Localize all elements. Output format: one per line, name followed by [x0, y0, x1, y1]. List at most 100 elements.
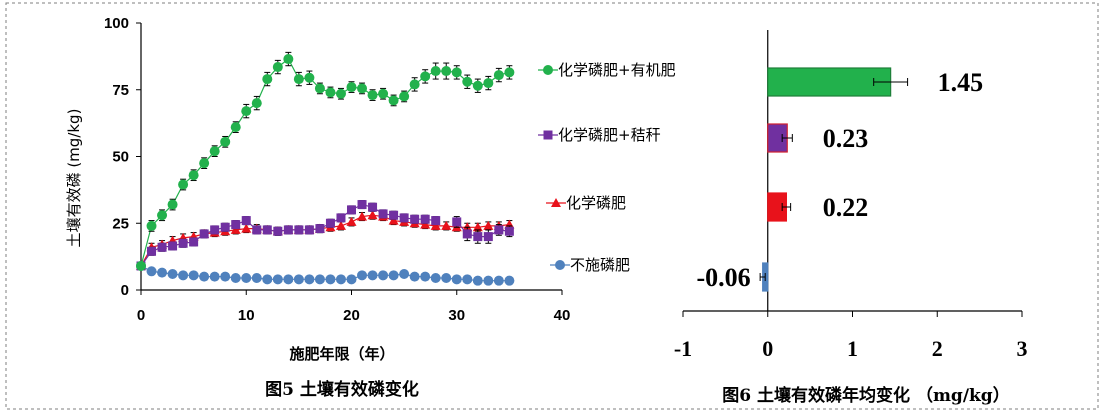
bar-value-label: 0.23 — [823, 124, 869, 153]
x-tick-labels: 0 10 20 30 40 — [137, 307, 571, 324]
legend-entry: 化学磷肥 — [546, 194, 626, 212]
data-point — [462, 274, 473, 285]
bar-x-tick-labels: -1 0 1 2 3 — [674, 336, 1028, 361]
data-point — [483, 232, 493, 242]
data-point — [409, 79, 420, 90]
data-point — [262, 225, 272, 235]
legend-marker — [543, 65, 553, 75]
data-point — [430, 220, 441, 230]
legend-entry: 化学磷肥+有机肥 — [538, 61, 676, 79]
data-point — [399, 213, 409, 223]
data-point — [167, 199, 178, 210]
y-tick-label: 50 — [112, 149, 129, 166]
data-point — [493, 70, 504, 81]
data-point — [241, 216, 251, 226]
data-point — [452, 217, 462, 227]
data-point — [462, 229, 472, 239]
bar-row: 0.23 — [767, 123, 869, 153]
data-point — [146, 220, 157, 231]
data-point — [347, 205, 356, 215]
bar-row: 1.45 — [767, 67, 983, 97]
data-point — [441, 272, 452, 283]
chart-caption-right: 图6 土壤有效磷年均变化 （mg/kg） — [722, 385, 1009, 406]
data-point — [314, 83, 325, 94]
data-point — [252, 225, 262, 235]
series-circle-green — [136, 51, 515, 271]
data-point — [335, 220, 346, 230]
bar-x-tick-label: 0 — [762, 336, 773, 361]
series-line — [140, 58, 510, 267]
data-point — [378, 88, 389, 99]
legend-entry: 不施磷肥 — [550, 256, 630, 274]
data-point — [346, 274, 357, 285]
data-point — [314, 274, 325, 285]
data-point — [325, 87, 336, 98]
data-point — [357, 211, 368, 221]
data-point — [230, 224, 241, 234]
data-point — [167, 268, 178, 279]
data-point — [272, 62, 283, 73]
data-point — [409, 271, 420, 282]
data-point — [325, 274, 336, 285]
x-axis-label: 施肥年限（年） — [289, 345, 394, 363]
data-point — [420, 214, 430, 224]
line-series-group — [136, 51, 515, 286]
data-point — [504, 226, 514, 236]
data-point — [262, 74, 273, 85]
data-point — [272, 274, 283, 285]
data-point — [273, 226, 283, 236]
data-point — [472, 222, 483, 232]
y-tick-labels: 0 25 50 75 100 — [104, 15, 129, 299]
data-point — [430, 272, 441, 283]
data-point — [357, 200, 367, 210]
data-point — [420, 71, 431, 82]
legend-label: 化学磷肥 — [566, 194, 626, 212]
data-point — [178, 238, 188, 248]
bar-value-label: -0.06 — [696, 263, 750, 292]
data-point — [325, 218, 335, 228]
data-point — [199, 158, 210, 169]
data-point — [251, 272, 262, 283]
y-tick-label: 0 — [121, 282, 129, 299]
bar-x-tick-label: -1 — [674, 336, 692, 361]
data-point — [388, 95, 399, 106]
data-point — [188, 170, 199, 181]
data-point — [168, 241, 178, 251]
data-point — [472, 275, 483, 286]
bar-row: 0.22 — [767, 192, 868, 222]
data-point — [378, 270, 389, 281]
data-point — [483, 78, 494, 89]
y-axis-label: 土壤有效磷 (mg/kg) — [65, 109, 83, 248]
line-chart: 0 25 50 75 100 0 10 20 30 40 化学磷肥+有机肥化学磷肥+秸秆化学磷肥… — [65, 15, 676, 400]
data-point — [441, 220, 452, 230]
data-point — [188, 270, 199, 281]
data-point — [493, 275, 504, 286]
data-point — [283, 54, 294, 65]
data-point — [230, 272, 241, 283]
bar-x-tick-label: 3 — [1017, 336, 1028, 361]
legend-marker — [543, 130, 553, 140]
data-point — [410, 214, 420, 224]
x-tick-label: 30 — [448, 307, 465, 324]
data-point — [241, 106, 252, 117]
bar-series-group: 1.45 0.23 0.22 -0.06 — [696, 67, 983, 292]
data-point — [293, 274, 304, 285]
bar — [767, 67, 892, 97]
data-point — [441, 66, 452, 77]
data-point — [346, 216, 357, 226]
chart-caption-left: 图5 土壤有效磷变化 — [265, 379, 419, 400]
data-point — [368, 202, 378, 212]
data-point — [220, 271, 231, 282]
data-point — [504, 275, 515, 286]
data-point — [231, 220, 241, 230]
data-point — [430, 66, 441, 77]
data-point — [473, 232, 483, 242]
y-tick-label: 100 — [104, 15, 129, 32]
x-tick-label: 0 — [137, 307, 145, 324]
bar-x-tick-label: 2 — [932, 336, 943, 361]
data-point — [220, 136, 231, 147]
data-point — [304, 274, 315, 285]
data-point — [367, 270, 378, 281]
data-point — [335, 274, 346, 285]
